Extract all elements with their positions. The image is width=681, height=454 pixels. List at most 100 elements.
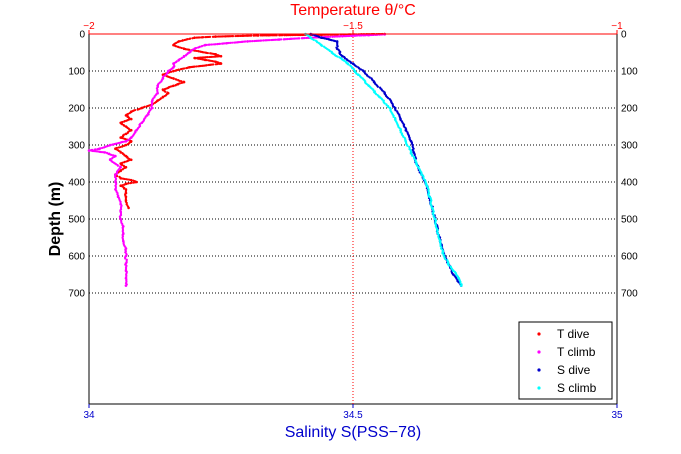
data-point <box>120 163 124 167</box>
data-point <box>286 37 289 41</box>
data-point <box>127 206 130 210</box>
bottom-axis-title: Salinity S(PSS−78) <box>285 424 422 441</box>
data-point <box>172 70 175 73</box>
data-point <box>136 108 139 111</box>
data-point <box>394 116 397 120</box>
data-point <box>341 34 344 38</box>
data-point <box>364 34 367 37</box>
data-point <box>252 34 255 37</box>
y-tick-label-right: 100 <box>621 67 638 78</box>
y-tick-label-left: 500 <box>68 215 85 226</box>
data-point <box>123 183 126 186</box>
data-point <box>349 64 352 67</box>
data-point <box>129 178 133 182</box>
data-point <box>194 57 197 60</box>
data-point <box>211 35 214 38</box>
data-point <box>180 46 183 50</box>
data-point <box>239 34 242 38</box>
data-point <box>251 40 254 43</box>
data-point <box>117 146 120 149</box>
data-point <box>132 181 135 184</box>
data-point <box>185 67 188 70</box>
data-point <box>195 36 198 39</box>
data-point <box>298 37 301 40</box>
legend-marker <box>537 368 541 372</box>
data-point <box>121 168 124 171</box>
data-point <box>214 63 217 66</box>
y-tick-label-left: 200 <box>68 104 85 115</box>
data-point <box>216 35 219 38</box>
y-tick-label-left: 300 <box>68 141 85 152</box>
data-point <box>249 40 252 43</box>
data-point <box>247 40 250 43</box>
data-point <box>145 105 148 108</box>
data-point <box>268 39 271 42</box>
data-point <box>205 43 209 46</box>
data-point <box>322 45 326 48</box>
data-point <box>122 187 126 190</box>
data-point <box>175 78 178 81</box>
y-tick-label-right: 400 <box>621 178 638 189</box>
data-point <box>394 109 397 112</box>
data-point <box>356 73 360 76</box>
data-point <box>385 103 388 106</box>
y-axis-title: Depth (m) <box>47 182 64 257</box>
y-tick-label-left: 400 <box>68 178 85 189</box>
data-point <box>176 83 179 86</box>
data-point <box>343 57 346 60</box>
data-point <box>283 34 286 37</box>
data-point <box>161 96 164 99</box>
top-tick-label: −1.5 <box>343 21 363 32</box>
data-point <box>330 50 333 53</box>
y-tick-label-left: 100 <box>68 67 85 78</box>
data-point <box>170 70 173 73</box>
data-point <box>191 37 194 40</box>
data-point <box>271 34 274 37</box>
data-point <box>376 85 379 88</box>
data-point <box>334 40 337 43</box>
data-point <box>241 34 244 37</box>
bottom-tick-label: 35 <box>611 410 623 421</box>
data-point <box>129 117 133 121</box>
data-point <box>125 258 128 261</box>
data-point <box>234 34 237 38</box>
data-point <box>262 39 265 42</box>
data-point <box>175 60 178 63</box>
data-point <box>352 68 355 71</box>
data-point <box>388 106 392 110</box>
y-tick-label-right: 700 <box>621 289 638 300</box>
data-point <box>195 65 198 68</box>
data-point <box>218 42 222 45</box>
y-axis-ticks: 0 0 100 100 200 200 300 300 400 400 500 500 600 600 70… <box>68 30 638 300</box>
data-point <box>274 38 277 41</box>
legend-label: T dive <box>557 327 590 341</box>
y-tick-label-right: 600 <box>621 252 638 263</box>
data-point <box>408 145 411 148</box>
data-point <box>193 49 197 52</box>
data-point <box>179 46 182 49</box>
data-point <box>446 258 449 262</box>
data-point <box>290 33 294 37</box>
data-point <box>123 120 126 123</box>
y-tick-label-right: 500 <box>621 215 638 226</box>
data-point <box>197 50 201 53</box>
data-point <box>359 68 363 71</box>
data-point <box>219 54 223 58</box>
data-point <box>125 160 128 163</box>
data-point <box>200 36 203 39</box>
data-point <box>119 165 122 168</box>
data-point <box>188 37 191 40</box>
series-s-climb <box>304 32 463 287</box>
data-point <box>339 35 342 38</box>
data-point <box>123 161 126 164</box>
data-point <box>223 35 226 38</box>
data-point <box>214 43 217 46</box>
data-point <box>108 152 111 155</box>
data-point <box>264 34 267 37</box>
data-point <box>227 41 230 45</box>
data-series <box>87 32 463 287</box>
data-point <box>356 34 359 37</box>
data-point <box>338 56 341 59</box>
data-point <box>124 114 128 117</box>
